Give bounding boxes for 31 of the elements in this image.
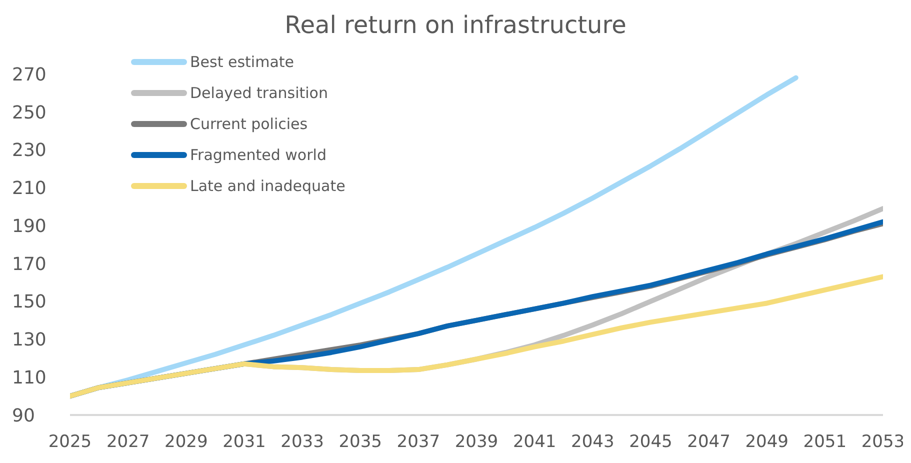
legend-label: Late and inadequate (190, 176, 346, 194)
y-tick-label: 190 (12, 216, 46, 237)
x-tick-label: 2051 (803, 432, 847, 452)
y-tick-label: 210 (12, 178, 46, 200)
legend-label: Fragmented world (190, 146, 326, 164)
x-tick-label: 2037 (396, 432, 440, 452)
x-tick-label: 2029 (164, 432, 208, 452)
x-tick-label: 2025 (48, 432, 92, 452)
y-tick-label: 270 (12, 64, 46, 86)
x-tick-label: 2031 (222, 432, 266, 452)
chart-title: Real return on infrastructure (284, 10, 628, 41)
x-tick-label: 2047 (687, 432, 730, 452)
x-tick-label: 2043 (571, 432, 614, 452)
y-tick-label: 110 (12, 368, 46, 388)
legend-label: Best estimate (190, 52, 294, 70)
y-tick-label: 90 (12, 405, 35, 426)
x-tick-label: 2027 (106, 432, 150, 452)
x-tick-label: 2053 (861, 432, 905, 452)
legend-label: Delayed transition (190, 84, 328, 102)
x-tick-label: 2035 (338, 432, 382, 452)
y-tick-label: 130 (12, 330, 46, 351)
y-tick-label: 230 (12, 140, 46, 162)
y-tick-label: 170 (12, 254, 46, 275)
x-tick-label: 2039 (454, 432, 498, 452)
x-tick-label: 2041 (512, 432, 556, 452)
y-tick-label: 250 (12, 102, 46, 124)
x-tick-label: 2049 (745, 432, 788, 452)
y-tick-label: 150 (12, 292, 46, 313)
x-tick-label: 2045 (629, 432, 672, 452)
legend-label: Current policies (190, 114, 308, 132)
x-tick-label: 2033 (280, 432, 324, 452)
